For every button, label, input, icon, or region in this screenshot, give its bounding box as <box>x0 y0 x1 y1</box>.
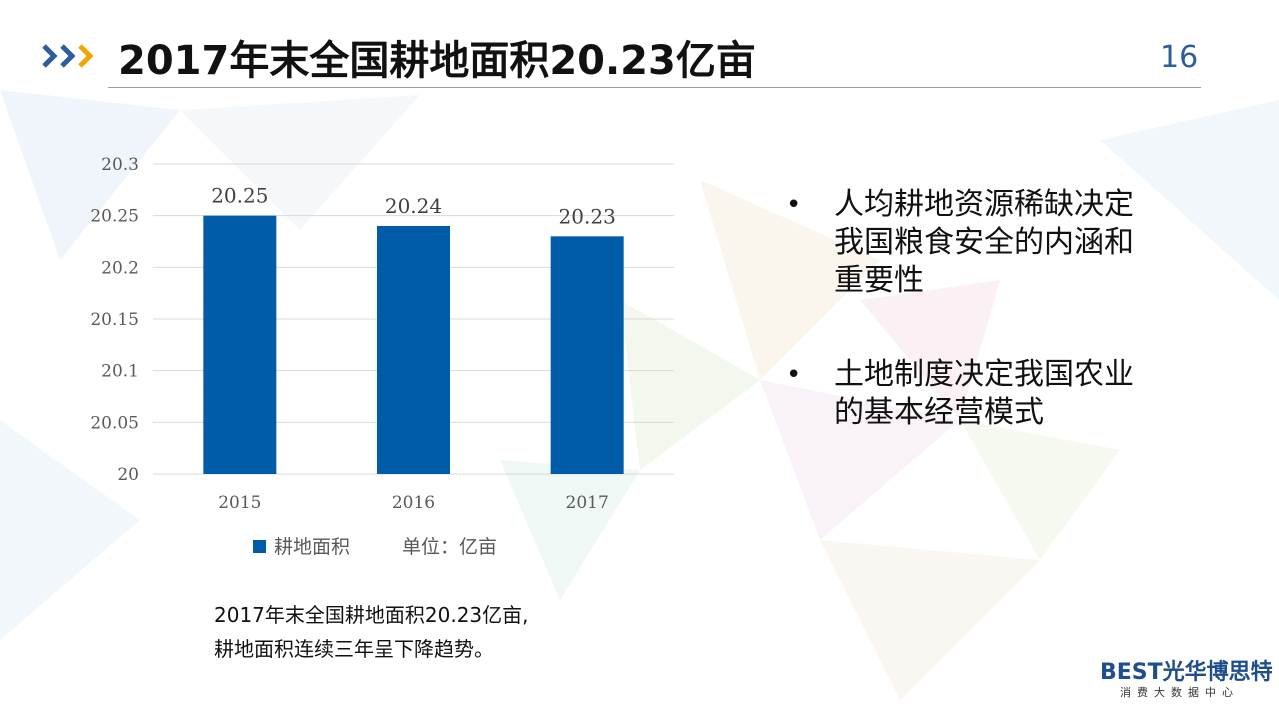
page-title: 2017年末全国耕地面积20.23亿亩 <box>118 38 756 84</box>
bullet-item: • 人均耕地资源稀缺决定我国粮食安全的内涵和重要性 <box>782 186 1142 300</box>
x-tick-label: 2015 <box>218 493 261 513</box>
bar <box>203 215 277 474</box>
bullet-dot: • <box>786 360 802 390</box>
y-tick-label: 20.25 <box>90 207 139 227</box>
page-number: 16 <box>1160 40 1199 75</box>
data-label: 20.23 <box>559 204 616 228</box>
y-tick-label: 20.15 <box>90 310 139 330</box>
y-tick-label: 20.2 <box>101 258 139 278</box>
x-tick-label: 2017 <box>566 493 609 513</box>
note-line: 耕地面积连续三年呈下降趋势。 <box>214 637 494 661</box>
chevrons-icon <box>42 44 94 68</box>
bar <box>550 236 624 474</box>
chart-note: 2017年末全国耕地面积20.23亿亩, 耕地面积连续三年呈下降趋势。 <box>214 598 529 666</box>
bullet-dot: • <box>786 190 802 220</box>
bullet-item: • 土地制度决定我国农业的基本经营模式 <box>782 356 1142 432</box>
title-divider <box>108 87 1201 88</box>
bullet-text: 人均耕地资源稀缺决定我国粮食安全的内涵和重要性 <box>834 187 1134 298</box>
y-tick-label: 20 <box>117 465 139 485</box>
x-tick-label: 2016 <box>392 493 435 513</box>
y-tick-label: 20.05 <box>90 413 139 433</box>
bar-chart: 20.3 20.25 20.2 20.15 20.1 20.05 20 20.25 2015 20… <box>90 155 674 558</box>
data-label: 20.24 <box>385 194 442 218</box>
legend-swatch <box>253 540 266 553</box>
logo-name: BEST光华博思特 <box>1100 660 1273 685</box>
logo-subtitle: 消费大数据中心 <box>1120 686 1239 699</box>
company-logo: BEST光华博思特 消费大数据中心 <box>1100 654 1273 704</box>
y-tick-label: 20.3 <box>101 155 139 175</box>
data-label: 20.25 <box>211 184 268 208</box>
legend-label: 耕地面积 <box>274 536 350 558</box>
bullet-list: • 人均耕地资源稀缺决定我国粮食安全的内涵和重要性 • 土地制度决定我国农业的基… <box>782 186 1142 488</box>
note-line: 2017年末全国耕地面积20.23亿亩, <box>214 603 529 627</box>
bullet-text: 土地制度决定我国农业的基本经营模式 <box>834 357 1134 430</box>
unit-label: 单位：亿亩 <box>402 536 497 558</box>
y-tick-label: 20.1 <box>101 362 139 382</box>
bar <box>377 226 450 474</box>
